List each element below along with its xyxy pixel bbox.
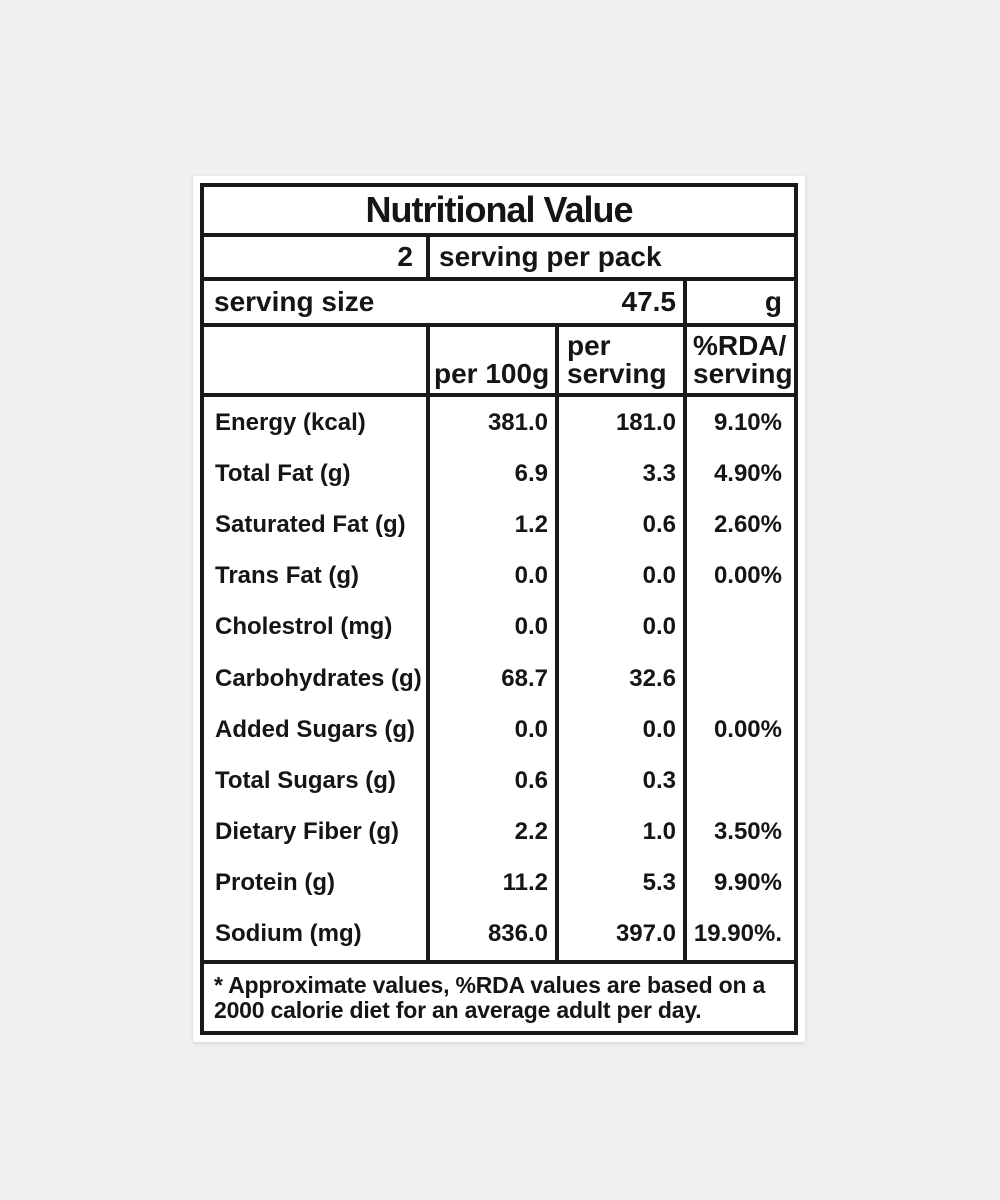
- nutrient-rda: 0.00%: [713, 562, 782, 590]
- serving-size-label: serving size: [214, 286, 375, 317]
- nutrient-per-100g: 68.7: [430, 652, 559, 705]
- nutrient-per-serving: 0.3: [559, 755, 687, 807]
- nutrient-name: Saturated Fat (g): [204, 499, 430, 551]
- serving-size-value: 47.5: [504, 281, 687, 323]
- nutrient-per-serving: 5.3: [559, 857, 687, 909]
- serving-size-unit: g: [764, 286, 782, 317]
- nutrient-per-serving: 181.0: [559, 397, 687, 449]
- nutrient-rda: 4.90%: [713, 459, 782, 487]
- nutrient-per-100g: 1.2: [430, 499, 559, 551]
- nutrient-name: Added Sugars (g): [204, 704, 430, 756]
- nutrient-per-100g: 0.0: [430, 704, 559, 756]
- nutrient-per-serving: 32.6: [559, 652, 687, 705]
- column-header-per-100g: per 100g: [430, 327, 559, 393]
- nutrient-name: Total Fat (g): [204, 448, 430, 500]
- nutrient-per-100g: 2.2: [430, 806, 559, 858]
- nutrient-row: Trans Fat (g) 0.0 0.0 0.00%: [204, 550, 794, 602]
- column-header-rda-per-serving: %RDA/ serving: [693, 330, 793, 389]
- nutrient-name: Total Sugars (g): [204, 755, 430, 807]
- column-header-empty: [204, 327, 430, 393]
- nutrient-name: Trans Fat (g): [204, 550, 430, 602]
- nutrition-table: Nutritional Value 2 serving per pack ser…: [200, 183, 798, 1035]
- column-header-row: per 100g per serving %RDA/ serving: [204, 327, 794, 397]
- footnote-line-2: 2000 calorie diet for an average adult p…: [214, 997, 702, 1023]
- nutrient-name: Protein (g): [204, 857, 430, 909]
- column-header-per-serving: per serving: [559, 327, 687, 393]
- nutrient-row: Total Fat (g) 6.9 3.3 4.90%: [204, 448, 794, 500]
- nutrient-per-100g: 0.6: [430, 755, 559, 807]
- nutrient-per-serving: 397.0: [559, 908, 687, 961]
- nutrient-per-100g: 11.2: [430, 857, 559, 909]
- nutrient-rda: [687, 602, 794, 653]
- nutrient-rda: 2.60%: [713, 510, 782, 538]
- nutrient-per-100g: 0.0: [430, 550, 559, 602]
- nutrient-row: Carbohydrates (g) 68.7 32.6: [204, 652, 794, 705]
- nutrient-rda: 0.00%: [713, 715, 782, 743]
- label-title: Nutritional Value: [204, 187, 794, 237]
- nutrient-row: Dietary Fiber (g) 2.2 1.0 3.50%: [204, 806, 794, 858]
- nutrient-per-100g: 836.0: [430, 908, 559, 961]
- servings-count: 2: [204, 237, 430, 277]
- nutrient-row: Cholestrol (mg) 0.0 0.0: [204, 601, 794, 653]
- nutrient-rda: 3.50%: [713, 818, 782, 846]
- nutrient-rda: [687, 755, 794, 806]
- nutrient-per-serving: 3.3: [559, 448, 687, 500]
- nutrient-rda: 19.90%.: [693, 920, 782, 948]
- nutrient-name: Sodium (mg): [204, 908, 430, 961]
- nutrient-row: Sodium (mg) 836.0 397.0 19.90%.: [204, 908, 794, 961]
- nutrient-per-serving: 0.0: [559, 601, 687, 653]
- nutrient-name: Dietary Fiber (g): [204, 806, 430, 858]
- nutrient-row: Added Sugars (g) 0.0 0.0 0.00%: [204, 704, 794, 756]
- nutrient-rda: 9.10%: [713, 408, 782, 436]
- nutrient-row: Total Sugars (g) 0.6 0.3: [204, 755, 794, 807]
- nutrient-row: Protein (g) 11.2 5.3 9.90%: [204, 857, 794, 909]
- nutrient-per-serving: 1.0: [559, 806, 687, 858]
- nutrient-name: Carbohydrates (g): [204, 652, 430, 705]
- nutrient-rda: [687, 653, 794, 704]
- footnote-line-1: * Approximate values, %RDA values are ba…: [214, 972, 766, 998]
- nutrient-rda: 9.90%: [713, 869, 782, 897]
- nutrient-per-serving: 0.0: [559, 550, 687, 602]
- servings-per-pack-row: 2 serving per pack: [204, 237, 794, 281]
- nutrient-name: Cholestrol (mg): [204, 601, 430, 653]
- nutrient-row: Energy (kcal) 381.0 181.0 9.10%: [204, 397, 794, 449]
- nutrient-per-100g: 6.9: [430, 448, 559, 500]
- nutrient-per-100g: 0.0: [430, 601, 559, 653]
- nutrient-name: Energy (kcal): [204, 397, 430, 449]
- footnote: * Approximate values, %RDA values are ba…: [204, 964, 794, 1031]
- nutrient-rows: Energy (kcal) 381.0 181.0 9.10% Total Fat (g…: [204, 397, 794, 964]
- nutrient-per-100g: 381.0: [430, 397, 559, 449]
- nutrient-per-serving: 0.0: [559, 704, 687, 756]
- serving-size-row: serving size 47.5 g: [204, 281, 794, 327]
- servings-per-pack-text: serving per pack: [439, 241, 662, 272]
- nutrient-row: Saturated Fat (g) 1.2 0.6 2.60%: [204, 499, 794, 551]
- nutrient-per-serving: 0.6: [559, 499, 687, 551]
- nutrition-label-card: Nutritional Value 2 serving per pack ser…: [193, 176, 805, 1042]
